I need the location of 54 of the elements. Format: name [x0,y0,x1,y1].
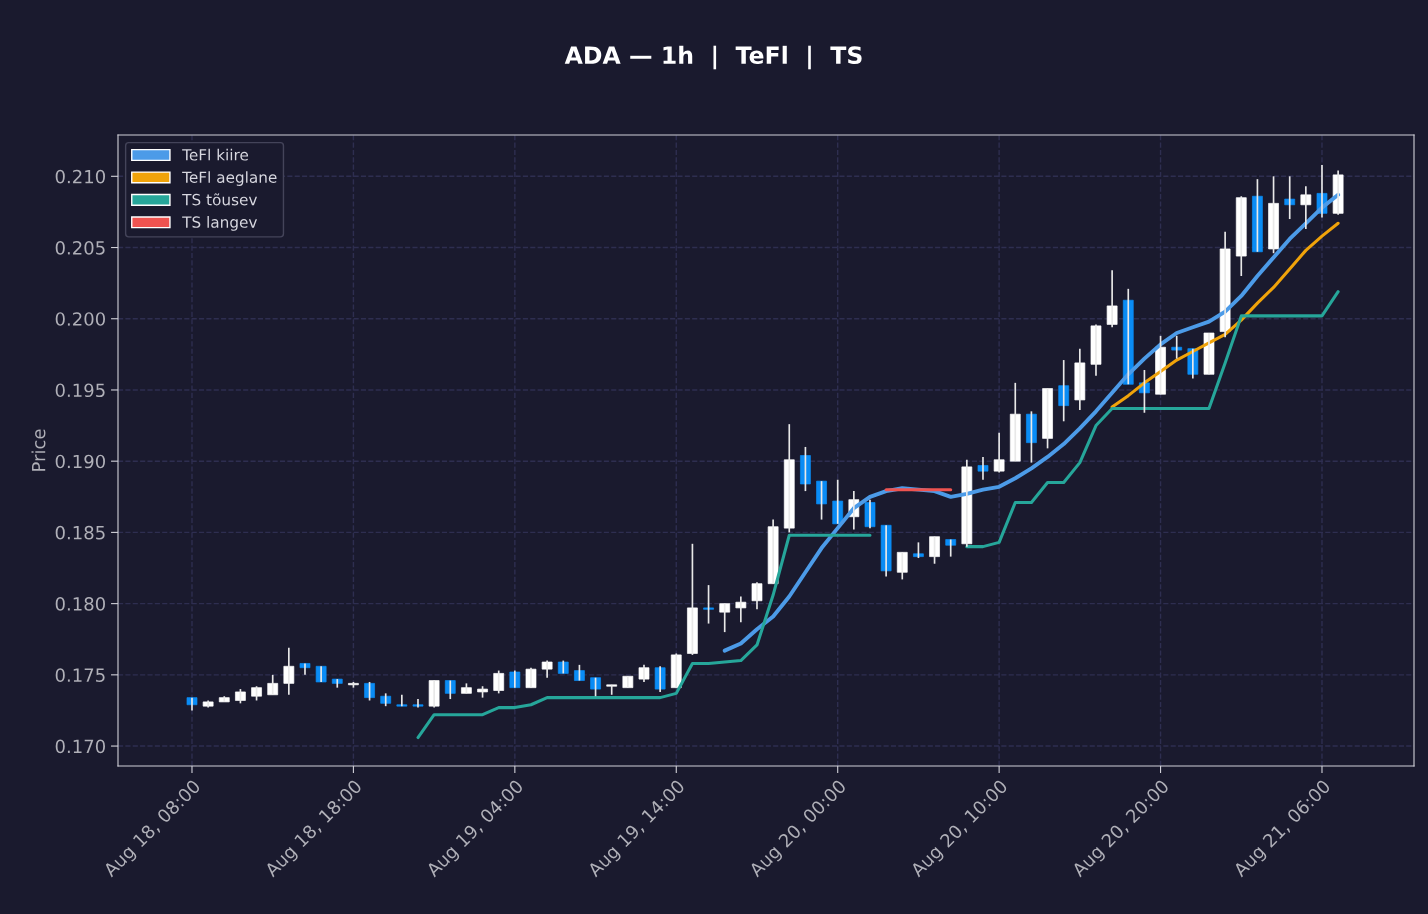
candlestick [880,524,892,578]
candlestick [687,542,698,656]
candlestick [929,535,940,565]
legend-label: TeFl kiire [182,148,249,161]
candlestick [331,678,343,689]
y-tick-label: 0.210 [55,169,105,184]
candlestick [315,665,327,683]
candlestick [703,584,714,625]
candlestick [1171,335,1183,360]
candlestick [864,498,876,529]
candlestick [800,446,811,492]
candlestick [735,595,747,623]
candlestick [590,676,601,698]
candlestick [557,659,569,675]
legend-label: TS tõusev [182,193,258,206]
candlestick [606,683,618,696]
y-tick-label: 0.190 [55,454,105,469]
candlestick [299,662,311,676]
legend-label: TS langev [182,216,258,231]
candlestick [202,699,214,709]
y-tick-label: 0.180 [55,597,105,611]
candlestick [525,666,537,689]
candlestick [1042,387,1053,450]
y-tick-label: 0.195 [55,383,105,398]
candlestick [638,664,650,683]
line-series [1110,221,1340,409]
y-tick-label: 0.185 [55,525,105,540]
candlestick [541,659,553,679]
candlestick [977,456,989,481]
candlestick [1268,175,1279,255]
y-tick-label: 0.205 [55,240,105,255]
candlestick [1090,323,1102,377]
candlestick [1026,410,1037,464]
candlestick [654,665,666,693]
candlestick [945,538,957,558]
candlestick [186,696,198,712]
candlestick [1252,178,1263,253]
candlestick [719,602,731,633]
y-tick-label: 0.175 [55,668,105,682]
candlestick [396,693,408,708]
candlestick [1106,269,1118,329]
y-tick-label: 0.170 [55,739,105,754]
candlestick [816,480,827,521]
candlestick [218,695,230,703]
candlestick [412,698,424,709]
legend-label: TeFl aeglane [182,171,277,186]
candlestick [364,681,375,702]
chart-title: ADA — 1h | TeFl | TS [564,45,862,70]
candlestick [751,581,763,611]
y-tick-label: 0.200 [55,312,105,326]
candlestick [1284,175,1296,220]
y-axis-title: Price [31,429,46,471]
candlestick [428,679,440,709]
candlestick [993,431,1005,474]
